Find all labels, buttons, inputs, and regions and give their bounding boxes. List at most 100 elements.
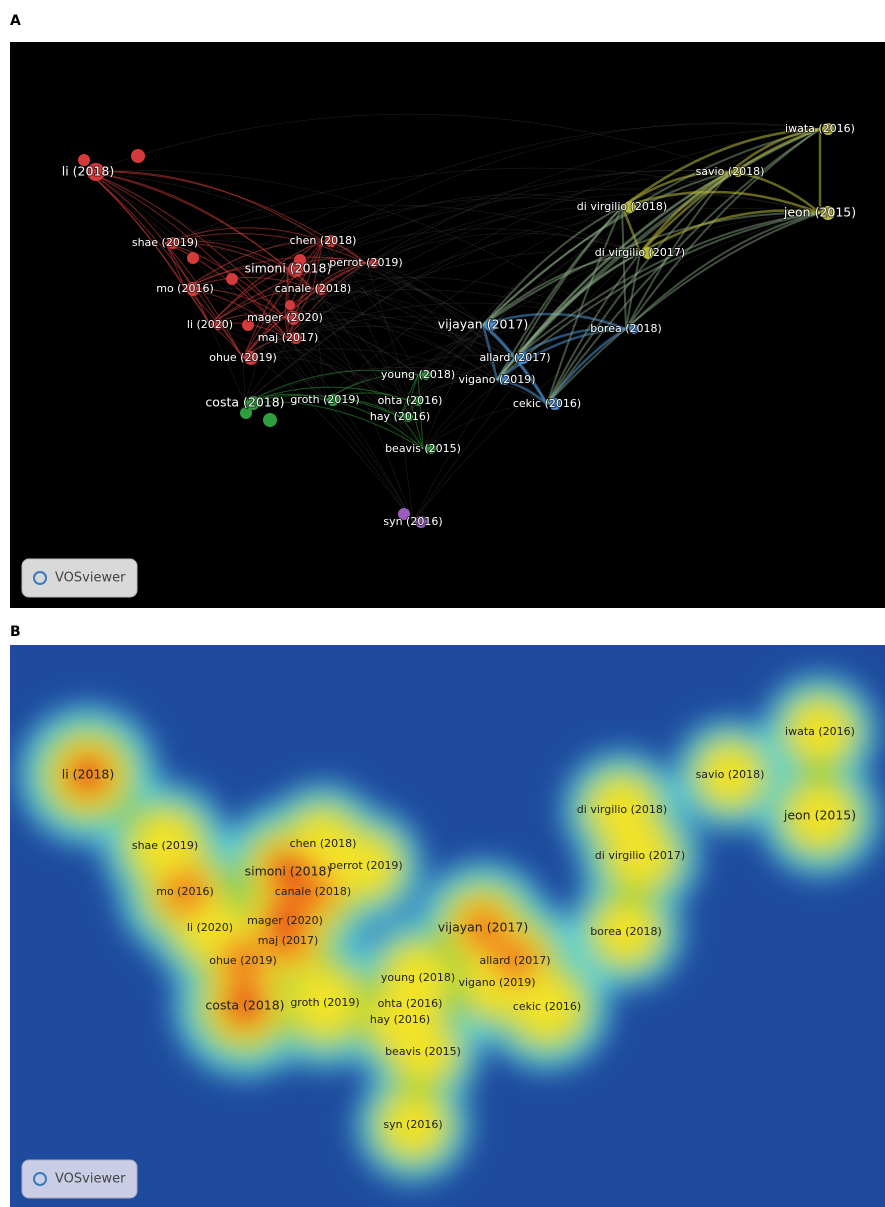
edge bbox=[365, 262, 484, 326]
edge bbox=[365, 193, 821, 264]
node-label: li (2018) bbox=[62, 767, 114, 782]
node bbox=[517, 352, 529, 364]
node-label: ohue (2019) bbox=[209, 351, 277, 364]
edge bbox=[284, 262, 367, 319]
edge bbox=[312, 240, 324, 290]
edge bbox=[482, 312, 627, 331]
node-label: young (2018) bbox=[381, 971, 455, 984]
edge bbox=[365, 232, 641, 264]
node-label: borea (2018) bbox=[590, 322, 662, 335]
edge bbox=[164, 167, 821, 244]
density-blob bbox=[459, 904, 507, 952]
node-label: costa (2018) bbox=[205, 998, 284, 1013]
edge bbox=[287, 337, 414, 523]
node bbox=[315, 283, 327, 295]
edge bbox=[242, 268, 289, 359]
edge bbox=[287, 268, 411, 402]
node bbox=[369, 258, 379, 268]
edge bbox=[312, 276, 627, 330]
density-blob bbox=[219, 937, 267, 985]
density-blob bbox=[229, 990, 261, 1022]
density-blob bbox=[392, 1021, 454, 1083]
edge bbox=[287, 262, 367, 339]
edge bbox=[87, 170, 324, 242]
node-label: mager (2020) bbox=[247, 914, 323, 927]
node-label: cekic (2016) bbox=[513, 1000, 581, 1013]
edge bbox=[496, 212, 821, 381]
edge bbox=[284, 128, 821, 319]
node bbox=[415, 516, 427, 528]
edge bbox=[399, 171, 731, 418]
density-blob bbox=[787, 783, 853, 849]
node-label: chen (2018) bbox=[290, 234, 357, 247]
node bbox=[733, 167, 743, 177]
edge bbox=[514, 327, 627, 360]
edge bbox=[287, 228, 641, 270]
edge bbox=[209, 170, 731, 326]
edge bbox=[514, 206, 623, 359]
edge bbox=[164, 242, 286, 319]
edge bbox=[209, 324, 401, 418]
edge bbox=[164, 240, 484, 326]
edge bbox=[242, 288, 314, 359]
density-blob bbox=[290, 968, 360, 1038]
edge bbox=[324, 325, 627, 401]
edge bbox=[209, 324, 244, 359]
node-label: hay (2016) bbox=[370, 410, 430, 423]
edge bbox=[184, 288, 419, 376]
density-blob bbox=[289, 868, 337, 916]
edge bbox=[184, 276, 314, 290]
node bbox=[246, 396, 260, 410]
edge bbox=[87, 171, 289, 339]
node bbox=[213, 320, 223, 330]
edge bbox=[417, 373, 548, 405]
density-blob bbox=[700, 745, 760, 805]
edge bbox=[482, 171, 731, 326]
edge bbox=[417, 252, 641, 376]
edge bbox=[322, 240, 419, 376]
edge bbox=[242, 348, 548, 405]
node bbox=[421, 370, 431, 380]
edge bbox=[409, 206, 623, 402]
density-blob bbox=[513, 973, 581, 1041]
node-label: cekic (2016) bbox=[513, 397, 581, 410]
node-label: simoni (2018) bbox=[245, 864, 332, 879]
nodes: li (2018) shae (2019) mo (2016) li (2020) oh… bbox=[61, 121, 857, 529]
node-label: perrot (2019) bbox=[329, 859, 402, 872]
node bbox=[288, 261, 304, 277]
edge bbox=[87, 170, 627, 330]
node-label: vijayan (2017) bbox=[438, 317, 529, 332]
edge bbox=[284, 317, 419, 376]
edge bbox=[422, 324, 484, 450]
node-label: iwata (2016) bbox=[785, 122, 855, 135]
edge bbox=[496, 171, 731, 381]
edge bbox=[287, 268, 484, 326]
edge bbox=[399, 400, 411, 418]
node-label: ohue (2019) bbox=[209, 954, 277, 967]
density-blob bbox=[272, 856, 304, 888]
node-label: shae (2019) bbox=[132, 839, 198, 852]
network-panel bbox=[10, 42, 885, 608]
edge bbox=[482, 252, 641, 326]
node-label: li (2018) bbox=[62, 164, 114, 179]
edge bbox=[625, 128, 821, 330]
node-label: iwata (2016) bbox=[785, 725, 855, 738]
edge bbox=[164, 227, 324, 244]
edge bbox=[625, 212, 821, 330]
edge bbox=[244, 369, 419, 404]
edge bbox=[164, 242, 211, 326]
node bbox=[286, 311, 300, 325]
node-label: beavis (2015) bbox=[385, 1045, 461, 1058]
edge bbox=[242, 240, 324, 359]
logo-text: VOSviewer bbox=[55, 571, 126, 586]
edge bbox=[639, 170, 731, 254]
node bbox=[413, 396, 423, 406]
edge bbox=[287, 288, 314, 339]
node bbox=[549, 398, 561, 410]
edge bbox=[514, 252, 641, 359]
node bbox=[426, 444, 436, 454]
edge bbox=[244, 367, 498, 404]
edge bbox=[87, 171, 314, 290]
node-label: savio (2018) bbox=[696, 165, 765, 178]
